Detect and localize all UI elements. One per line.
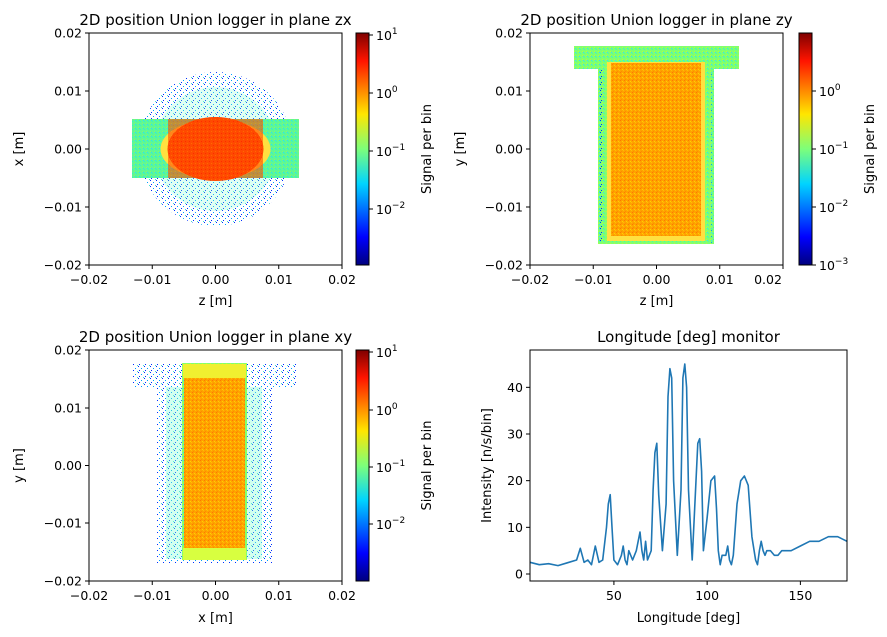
- tick-label: 100: [695, 588, 719, 603]
- tick-label: −0.02: [44, 258, 82, 273]
- tick-label: 0.02: [328, 588, 356, 603]
- tick-label: 40: [507, 380, 523, 395]
- colorbar-tick-label: 100: [376, 85, 398, 101]
- panel-zx-title: 2D position Union logger in plane zx: [79, 11, 351, 29]
- panel-zx-colorbar-ticks: 101 100 10−1 10−2: [369, 27, 405, 217]
- panel-zy-yticks: −0.02 −0.01 0.00 0.01 0.02: [485, 26, 530, 273]
- tick-label: 50: [606, 588, 622, 603]
- panel-zx-xlabel: z [m]: [199, 294, 233, 309]
- tick-label: 0: [515, 567, 523, 582]
- tick-label: 0.00: [54, 458, 82, 473]
- panel-xy: 2D position Union logger in plane xy −0.…: [12, 328, 435, 626]
- tick-label: −0.02: [70, 272, 108, 287]
- tick-label: −0.01: [44, 200, 82, 215]
- tick-label: 0.01: [495, 84, 523, 99]
- tick-label: −0.01: [44, 516, 82, 531]
- tick-label: 0.02: [754, 272, 782, 287]
- panel-longitude-ylabel: Intensity [n/s/bin]: [480, 408, 495, 523]
- panel-zx-colorbar: [355, 32, 370, 266]
- panel-zy-xticks: −0.02 −0.01 0.00 0.01 0.02: [511, 265, 784, 287]
- panel-xy-xticks: −0.02 −0.01 0.00 0.01 0.02: [70, 581, 356, 603]
- panel-longitude-yticks: 0 10 20 30 40: [507, 380, 530, 582]
- panel-zy-colorbar-label: Signal per bin: [863, 104, 878, 194]
- tick-label: 0.02: [328, 272, 356, 287]
- colorbar-tick-label: 10−2: [376, 201, 405, 217]
- tick-label: 0.01: [54, 84, 82, 99]
- colorbar-tick-label: 10−1: [376, 459, 405, 475]
- tick-label: 0.00: [54, 142, 82, 157]
- tick-label: 20: [507, 473, 523, 488]
- tick-label: 0.01: [265, 588, 293, 603]
- panel-xy-xlabel: x [m]: [198, 611, 233, 626]
- panel-zy-xlabel: z [m]: [640, 294, 674, 309]
- panel-zx-xticks: −0.02 −0.01 0.00 0.01 0.02: [70, 265, 356, 287]
- panel-xy-colorbar: [355, 349, 370, 582]
- tick-label: 0.01: [265, 272, 293, 287]
- panel-xy-title: 2D position Union logger in plane xy: [79, 328, 352, 346]
- tick-label: −0.01: [574, 272, 612, 287]
- tick-label: 150: [788, 588, 812, 603]
- panel-xy-colorbar-label: Signal per bin: [420, 421, 435, 511]
- colorbar-tick-label: 10−3: [819, 257, 848, 273]
- panel-zy-colorbar: [798, 32, 813, 266]
- tick-label: 0.02: [495, 26, 523, 41]
- colorbar-tick-label: 10−2: [819, 199, 848, 215]
- tick-label: 0.00: [202, 588, 230, 603]
- tick-label: 10: [507, 520, 523, 535]
- panel-xy-ylabel: y [m]: [12, 448, 27, 483]
- panel-longitude-xlabel: Longitude [deg]: [637, 611, 740, 626]
- tick-label: 0.01: [706, 272, 734, 287]
- tick-label: −0.01: [485, 200, 523, 215]
- panel-xy-heatmap: [133, 363, 297, 563]
- panel-xy-yticks: −0.02 −0.01 0.00 0.01 0.02: [44, 343, 89, 589]
- colorbar-tick-label: 100: [819, 83, 841, 99]
- tick-label: −0.02: [44, 574, 82, 589]
- panel-longitude-xticks: 50 100 150: [606, 581, 812, 603]
- colorbar-tick-label: 10−2: [376, 516, 405, 532]
- tick-label: 0.02: [54, 343, 82, 358]
- tick-label: 0.02: [54, 26, 82, 41]
- tick-label: 0.00: [495, 142, 523, 157]
- panel-zx-ylabel: x [m]: [12, 132, 27, 167]
- panel-longitude-title: Longitude [deg] monitor: [597, 328, 781, 346]
- tick-label: −0.01: [133, 272, 171, 287]
- panel-zy-title: 2D position Union logger in plane zy: [520, 11, 792, 29]
- tick-label: −0.01: [133, 588, 171, 603]
- panel-longitude-frame: [529, 349, 848, 582]
- colorbar-tick-label: 10−1: [819, 141, 848, 157]
- longitude-series-line: [529, 363, 848, 567]
- tick-label: −0.02: [70, 588, 108, 603]
- panel-zx-colorbar-label: Signal per bin: [420, 104, 435, 194]
- panel-zy-heatmap: [574, 46, 739, 244]
- tick-label: −0.02: [511, 272, 549, 287]
- panel-zx-yticks: −0.02 −0.01 0.00 0.01 0.02: [44, 26, 89, 273]
- tick-label: 0.00: [643, 272, 671, 287]
- panel-longitude: Longitude [deg] monitor 50 100 150 0 10 20 30…: [480, 328, 848, 626]
- tick-label: 0.01: [54, 401, 82, 416]
- colorbar-tick-label: 10−1: [376, 143, 405, 159]
- panel-zy-ylabel: y [m]: [453, 132, 468, 167]
- panel-zx: 2D position Union logger in plane zx −0.…: [12, 11, 435, 309]
- panel-zy: 2D position Union logger in plane zy −0.…: [453, 11, 878, 309]
- tick-label: −0.02: [485, 258, 523, 273]
- tick-label: 30: [507, 427, 523, 442]
- colorbar-tick-label: 101: [376, 344, 398, 360]
- panel-xy-colorbar-ticks: 101 100 10−1 10−2: [369, 344, 405, 532]
- colorbar-tick-label: 101: [376, 27, 398, 43]
- colorbar-tick-label: 100: [376, 402, 398, 418]
- tick-label: 0.00: [202, 272, 230, 287]
- panel-zx-heatmap: [132, 72, 299, 226]
- panel-zy-colorbar-ticks: 100 10−1 10−2 10−3: [812, 83, 848, 273]
